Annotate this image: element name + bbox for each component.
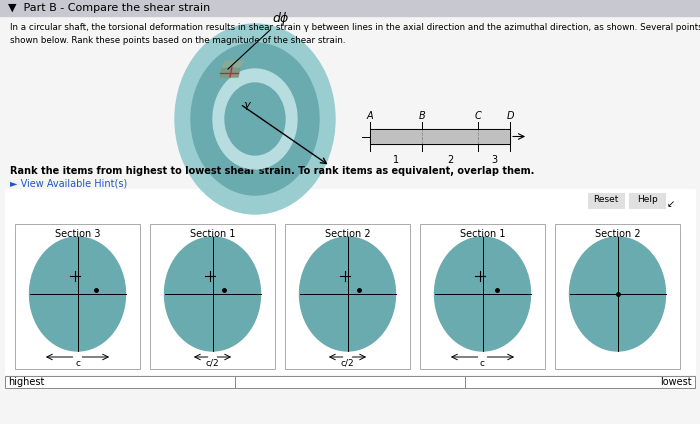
Text: 3: 3	[491, 155, 497, 165]
Text: 1: 1	[393, 155, 399, 165]
Text: c/2: c/2	[206, 359, 219, 368]
Bar	[370, 129, 510, 144]
Text: $\gamma$: $\gamma$	[244, 100, 253, 112]
Text: Section 2: Section 2	[595, 229, 640, 239]
Text: Section 3: Section 3	[55, 229, 100, 239]
FancyBboxPatch shape	[588, 193, 624, 208]
Ellipse shape	[435, 237, 531, 351]
Ellipse shape	[213, 69, 297, 169]
Ellipse shape	[164, 237, 260, 351]
Text: ▼  Part B - Compare the shear strain: ▼ Part B - Compare the shear strain	[8, 3, 210, 13]
Text: c: c	[480, 359, 485, 368]
Text: highest: highest	[8, 377, 44, 387]
Text: A: A	[367, 111, 373, 121]
Ellipse shape	[300, 237, 395, 351]
Text: c/2: c/2	[341, 359, 354, 368]
Bar	[370, 129, 510, 144]
Text: ↙: ↙	[667, 199, 675, 209]
Bar	[235, 376, 465, 388]
Text: D: D	[506, 111, 514, 121]
Text: ► View Available Hint(s): ► View Available Hint(s)	[10, 178, 127, 188]
Text: C: C	[475, 111, 482, 121]
Bar	[150, 224, 275, 369]
Text: Reset: Reset	[594, 195, 619, 204]
Ellipse shape	[191, 43, 319, 195]
Bar	[15, 224, 140, 369]
Bar	[555, 224, 680, 369]
Text: In a circular shaft, the torsional deformation results in shear strain γ between: In a circular shaft, the torsional defor…	[10, 23, 700, 45]
Bar	[420, 224, 545, 369]
Text: $d\phi$: $d\phi$	[272, 10, 290, 27]
Polygon shape	[220, 67, 240, 77]
Text: Help: Help	[636, 195, 657, 204]
Text: B: B	[419, 111, 426, 121]
Ellipse shape	[29, 237, 125, 351]
Ellipse shape	[225, 83, 285, 155]
Ellipse shape	[175, 24, 335, 214]
FancyBboxPatch shape	[629, 193, 665, 208]
Polygon shape	[222, 61, 244, 67]
Bar	[465, 376, 695, 388]
Text: Rank the items from highest to lowest shear strain. To rank items as equivalent,: Rank the items from highest to lowest sh…	[10, 166, 534, 176]
Text: Section 1: Section 1	[190, 229, 235, 239]
Ellipse shape	[570, 237, 666, 351]
Bar	[5, 376, 235, 388]
Text: Section 1: Section 1	[460, 229, 505, 239]
Text: Section 2: Section 2	[325, 229, 370, 239]
Text: lowest: lowest	[660, 377, 692, 387]
Bar	[285, 224, 410, 369]
Text: 2: 2	[447, 155, 453, 165]
Bar	[0, 0, 700, 16]
Text: c: c	[75, 359, 80, 368]
Bar	[5, 189, 695, 374]
